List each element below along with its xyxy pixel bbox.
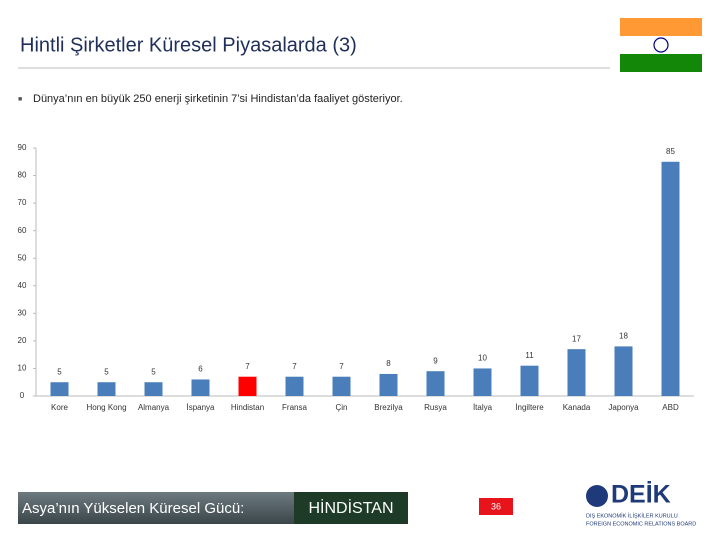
footer-country: HİNDİSTAN <box>308 498 393 517</box>
bar <box>567 349 586 396</box>
x-tick-label: İspanya <box>186 403 215 412</box>
bar <box>97 382 116 396</box>
logo-globe <box>586 485 608 507</box>
value-label: 9 <box>433 356 438 365</box>
bar <box>661 161 680 396</box>
value-label: 8 <box>386 359 391 368</box>
y-tick-label: 50 <box>18 253 27 262</box>
page-number-box <box>479 498 513 515</box>
footer-band <box>18 492 294 524</box>
bar <box>473 368 492 396</box>
x-tick-label: Kore <box>51 403 68 412</box>
y-tick-label: 40 <box>18 281 27 290</box>
flag-wheel <box>653 37 669 53</box>
x-tick-label: İtalya <box>473 403 493 412</box>
value-label: 85 <box>666 147 675 156</box>
bullet-dot: ■ <box>18 96 22 103</box>
x-tick-label: Rusya <box>424 403 447 412</box>
footer-tagline: Asya’nın Yükselen Küresel Gücü: <box>22 500 244 517</box>
x-tick-label: Almanya <box>138 403 170 412</box>
page-number: 36 <box>491 501 501 511</box>
bar <box>614 346 633 396</box>
value-label: 6 <box>198 365 203 374</box>
bar <box>238 376 257 396</box>
x-tick-label: Japonya <box>608 403 639 412</box>
value-label: 7 <box>339 362 344 371</box>
y-tick-label: 20 <box>18 336 27 345</box>
footer-country-box <box>294 492 408 524</box>
value-label: 5 <box>57 367 62 376</box>
y-tick-label: 90 <box>18 143 27 152</box>
value-label: 5 <box>104 367 109 376</box>
y-tick-label: 70 <box>18 198 27 207</box>
y-tick-label: 10 <box>18 364 27 373</box>
x-tick-label: Brezilya <box>374 403 403 412</box>
value-label: 10 <box>478 354 487 363</box>
value-label: 11 <box>525 351 534 360</box>
y-tick-label: 80 <box>18 171 27 180</box>
value-label: 7 <box>245 362 250 371</box>
x-tick-label: ABD <box>662 403 679 412</box>
logo: DEİK DIŞ EKONOMİK İLİŞKİLER KURULU FOREI… <box>586 481 696 527</box>
bar <box>379 373 398 396</box>
bar <box>520 365 539 396</box>
value-label: 5 <box>151 367 156 376</box>
value-label: 7 <box>292 362 297 371</box>
x-tick-label: Çin <box>335 403 347 412</box>
flag-stripe <box>620 54 702 72</box>
value-label: 18 <box>619 332 628 341</box>
y-tick-label: 0 <box>20 391 25 400</box>
chart: 0 10 20 30 40 50 60 70 80 90 Kore 5 Hong Kong 5 Almany… <box>18 143 694 412</box>
x-tick-label: Kanada <box>563 403 591 412</box>
flag-stripe <box>620 36 702 54</box>
bar <box>191 379 210 396</box>
flag <box>620 18 702 72</box>
bar <box>50 382 69 396</box>
slide-title: Hintli Şirketler Küresel Piyasalarda (3) <box>20 34 357 56</box>
x-tick-label: Hindistan <box>231 403 264 412</box>
value-label: 17 <box>572 334 581 343</box>
logo-name: DEİK <box>611 481 671 509</box>
x-tick-label: İngiltere <box>515 403 544 412</box>
bar <box>144 382 163 396</box>
y-tick-label: 60 <box>18 226 27 235</box>
x-tick-label: Fransa <box>282 403 307 412</box>
bullet-text: Dünya’nın en büyük 250 enerji şirketinin… <box>33 93 403 105</box>
y-tick-label: 30 <box>18 308 27 317</box>
x-tick-label: Hong Kong <box>86 403 126 412</box>
bar <box>285 376 304 396</box>
footer: Asya’nın Yükselen Küresel Gücü: HİNDİSTA… <box>18 492 513 524</box>
bar <box>332 376 351 396</box>
logo-line: FOREIGN ECONOMIC RELATIONS BOARD <box>586 521 696 527</box>
bar <box>426 371 445 396</box>
logo-line: DIŞ EKONOMİK İLİŞKİLER KURULU <box>586 512 678 519</box>
flag-stripe <box>620 18 702 36</box>
